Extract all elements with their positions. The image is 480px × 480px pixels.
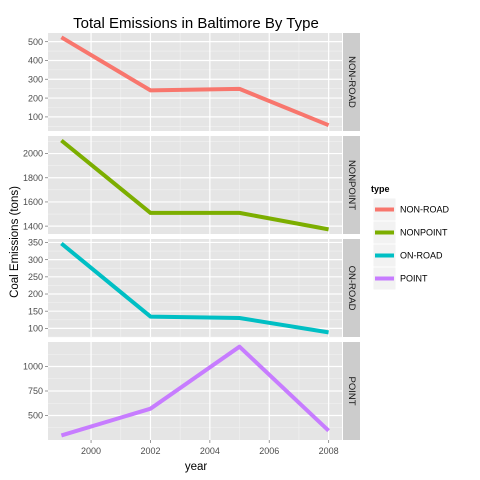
y-tick-label: 1800 xyxy=(23,173,43,183)
panel-background xyxy=(48,239,342,337)
facet-panel: 500 750 1000 POINT xyxy=(23,342,360,440)
x-axis-title: year xyxy=(185,461,208,473)
y-tick-label: 300 xyxy=(28,74,43,84)
facet-strip-label: POINT xyxy=(346,376,357,405)
y-tick-label: 100 xyxy=(28,112,43,122)
facet-strip-label: NON-ROAD xyxy=(346,56,357,108)
chart-title: Total Emissions in Baltimore By Type xyxy=(73,15,319,32)
y-tick-label: 200 xyxy=(28,289,43,299)
facet-panel: 1400 1600 1800 2000 NONPOINT xyxy=(23,136,360,234)
y-tick-label: 1000 xyxy=(23,362,43,372)
legend-label: POINT xyxy=(400,274,428,284)
facet-panels: 100 200 300 400 500 NON-ROAD 1400 1600 1800 2000 N… xyxy=(23,33,360,440)
facet-panel: 100 150 200 250 300 350 ON-ROAD xyxy=(28,238,360,338)
y-tick-label: 1400 xyxy=(23,221,43,231)
x-tick-label: 2006 xyxy=(259,446,279,456)
series-line xyxy=(60,344,330,438)
y-tick-label: 750 xyxy=(28,386,43,396)
legend-title: type xyxy=(371,184,390,194)
panel-background xyxy=(48,33,342,131)
y-tick-label: 500 xyxy=(28,37,43,47)
series-line xyxy=(60,241,329,335)
y-tick-label: 200 xyxy=(28,93,43,103)
y-tick-label: 1600 xyxy=(23,197,43,207)
facet-panel: 100 200 300 400 500 NON-ROAD xyxy=(28,33,360,131)
y-tick-label: 350 xyxy=(28,238,43,248)
y-tick-label: 300 xyxy=(28,255,43,265)
facet-strip-label: ON-ROAD xyxy=(346,266,357,311)
y-tick-label: 150 xyxy=(28,306,43,316)
y-tick-label: 400 xyxy=(28,56,43,66)
x-tick-label: 2000 xyxy=(81,446,101,456)
y-axis-title: Coal Emissions (tons) xyxy=(9,186,21,298)
facet-strip xyxy=(343,239,360,337)
y-tick-label: 500 xyxy=(28,411,43,421)
series-line xyxy=(60,35,330,128)
x-tick-label: 2004 xyxy=(200,446,220,456)
legend-label: NONPOINT xyxy=(400,228,448,238)
x-axis: 2000 2002 2004 2006 2008 xyxy=(81,440,339,456)
facet-strip xyxy=(343,33,360,131)
x-tick-label: 2008 xyxy=(319,446,339,456)
legend: type NON-ROAD NONPOINT ON-ROAD POINT xyxy=(371,184,449,291)
y-tick-label: 2000 xyxy=(23,149,43,159)
legend-label: ON-ROAD xyxy=(400,251,443,261)
y-tick-label: 100 xyxy=(28,324,43,334)
y-tick-label: 250 xyxy=(28,272,43,282)
legend-label: NON-ROAD xyxy=(400,205,449,215)
facet-strip xyxy=(343,136,360,234)
facet-strip-label: NONPOINT xyxy=(346,160,357,210)
x-tick-label: 2002 xyxy=(140,446,160,456)
panel-background xyxy=(48,136,342,234)
series-line xyxy=(60,138,329,232)
facet-strip xyxy=(343,342,360,440)
